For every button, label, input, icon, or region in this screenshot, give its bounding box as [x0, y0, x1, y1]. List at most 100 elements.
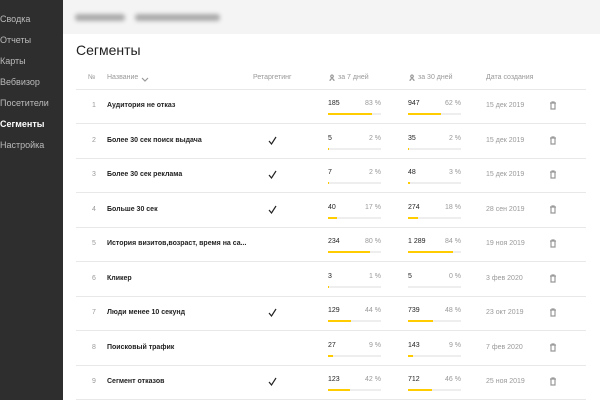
week-visitors: 40 — [328, 203, 336, 211]
delete-icon[interactable] — [549, 342, 557, 352]
segment-name[interactable]: Больше 30 сек — [107, 205, 158, 213]
percent-track — [328, 147, 381, 150]
week-visitors: 3 — [328, 272, 332, 280]
percent-bar — [408, 389, 433, 391]
percent-bar — [328, 389, 351, 391]
segment-name[interactable]: Более 30 сек реклама — [107, 171, 183, 178]
separator — [76, 192, 586, 193]
created-date: 7 фев 2020 — [486, 343, 523, 351]
percent-bar — [328, 113, 372, 115]
percent-track — [408, 251, 461, 253]
row-number: 5 — [92, 240, 96, 247]
month-visitors: 739 — [408, 307, 420, 314]
month-percent: 2 % — [448, 134, 461, 142]
separator — [76, 330, 586, 331]
nav-item[interactable]: Посетители — [0, 98, 49, 108]
percent-bar — [328, 216, 337, 219]
percent-bar — [408, 354, 413, 357]
percent-bar — [408, 147, 410, 150]
separator — [76, 123, 586, 124]
segment-name[interactable]: Более 30 сек поиск выдача — [107, 136, 202, 144]
month-percent: 0 % — [448, 272, 461, 280]
user-icon — [409, 74, 415, 82]
row-number: 7 — [92, 309, 96, 316]
nav-item[interactable]: Сегменты — [0, 119, 45, 129]
percent-bar — [328, 147, 330, 150]
percent-track — [328, 320, 381, 322]
segment-name[interactable]: Сегмент отказов — [107, 378, 165, 385]
nav-item[interactable]: Сводка — [0, 14, 31, 24]
month-visitors: 35 — [408, 134, 416, 142]
delete-icon[interactable] — [549, 101, 557, 110]
month-percent: 62 % — [445, 100, 461, 107]
column-header[interactable]: Ретаргетинг — [253, 74, 292, 81]
retargeting-check — [268, 205, 277, 214]
row-number: 8 — [92, 343, 96, 351]
percent-track — [408, 182, 461, 184]
created-date: 15 дек 2019 — [486, 171, 525, 178]
percent-bar — [408, 216, 418, 219]
created-date: 19 ноя 2019 — [486, 240, 525, 247]
nav-item[interactable]: Отчеты — [0, 35, 32, 45]
blurred-text — [135, 14, 220, 21]
separator — [76, 89, 586, 90]
percent-bar — [328, 354, 333, 357]
separator — [76, 157, 586, 159]
week-percent: 2 % — [368, 169, 381, 176]
delete-icon[interactable] — [549, 308, 557, 317]
percent-track — [328, 216, 381, 219]
percent-bar — [328, 285, 329, 288]
week-visitors: 7 — [328, 169, 332, 176]
percent-bar — [408, 251, 453, 253]
month-percent: 84 % — [445, 238, 461, 245]
nav-item[interactable]: Вебвизор — [0, 77, 40, 87]
separator — [76, 226, 586, 228]
week-percent: 42 % — [365, 376, 381, 383]
delete-icon[interactable] — [549, 377, 557, 386]
percent-bar — [408, 113, 441, 115]
month-visitors: 48 — [408, 169, 416, 176]
percent-track — [328, 251, 381, 253]
percent-track — [328, 354, 381, 357]
segment-name[interactable]: История визитов,возраст, время на са... — [107, 240, 247, 247]
month-visitors: 274 — [408, 203, 420, 211]
delete-icon[interactable] — [549, 170, 557, 179]
row-number: 9 — [92, 378, 96, 385]
separator — [76, 295, 586, 297]
percent-track — [408, 320, 461, 322]
delete-icon[interactable] — [549, 239, 557, 248]
nav-item[interactable]: Настройка — [0, 140, 45, 150]
separator — [76, 364, 586, 366]
segment-name[interactable]: Кликер — [107, 274, 132, 282]
column-header[interactable]: Дата создания — [486, 74, 534, 81]
week-percent: 9 % — [368, 341, 381, 349]
column-header: № — [88, 74, 96, 81]
delete-icon[interactable] — [549, 273, 557, 283]
month-percent: 9 % — [448, 341, 461, 349]
week-visitors: 123 — [328, 376, 340, 383]
segment-name[interactable]: Поисковый трафик — [107, 343, 175, 351]
sort-arrow — [141, 77, 149, 82]
delete-icon[interactable] — [549, 135, 557, 145]
row-number: 3 — [92, 171, 96, 178]
week-percent: 1 % — [368, 272, 381, 280]
nav-item[interactable]: Карты — [0, 56, 26, 66]
segment-name[interactable]: Люди менее 10 секунд — [107, 309, 186, 316]
delete-icon[interactable] — [549, 204, 557, 214]
column-header[interactable]: Название — [107, 74, 139, 81]
retargeting-check — [268, 308, 277, 317]
segment-name[interactable]: Аудитория не отказ — [107, 102, 176, 109]
user-icon — [329, 74, 335, 82]
week-percent: 44 % — [365, 307, 381, 314]
column-header[interactable]: за 30 дней — [418, 74, 453, 81]
retargeting-check — [268, 170, 277, 179]
percent-track — [408, 113, 461, 115]
percent-track — [408, 285, 461, 288]
created-date: 25 ноя 2019 — [486, 378, 525, 385]
column-header[interactable]: за 7 дней — [338, 74, 369, 81]
row-number: 1 — [92, 102, 96, 109]
row-number: 4 — [92, 205, 96, 213]
created-date: 15 дек 2019 — [486, 102, 525, 109]
percent-track — [328, 285, 381, 288]
